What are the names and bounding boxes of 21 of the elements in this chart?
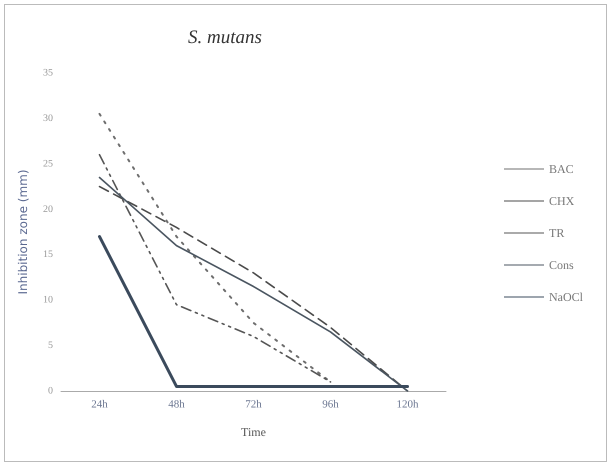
legend-label: TR (549, 226, 564, 240)
y-tick-label: 5 (48, 340, 53, 352)
legend-label: NaOCl (549, 290, 584, 304)
y-tick-label: 30 (43, 112, 53, 124)
y-tick-label: 10 (43, 294, 53, 306)
y-axis-title: Inhibition zone (mm) (16, 169, 30, 295)
chart-title: S. mutans (188, 27, 262, 48)
y-tick-label: 25 (43, 158, 53, 170)
x-tick-label: 48h (168, 398, 186, 410)
y-tick-label: 20 (43, 204, 53, 215)
x-tick-label: 96h (322, 398, 340, 410)
x-tick-label: 24h (91, 398, 108, 410)
y-tick-label: 35 (43, 68, 53, 78)
x-axis-title: Time (241, 425, 266, 439)
legend-label: CHX (549, 194, 575, 208)
legend-label: BAC (549, 162, 574, 176)
x-tick-label: 72h (245, 398, 262, 410)
y-tick-label: 15 (43, 249, 53, 260)
y-tick-label: 0 (48, 386, 53, 396)
legend-label: Cons (549, 258, 574, 272)
x-tick-label: 120h (396, 398, 419, 410)
